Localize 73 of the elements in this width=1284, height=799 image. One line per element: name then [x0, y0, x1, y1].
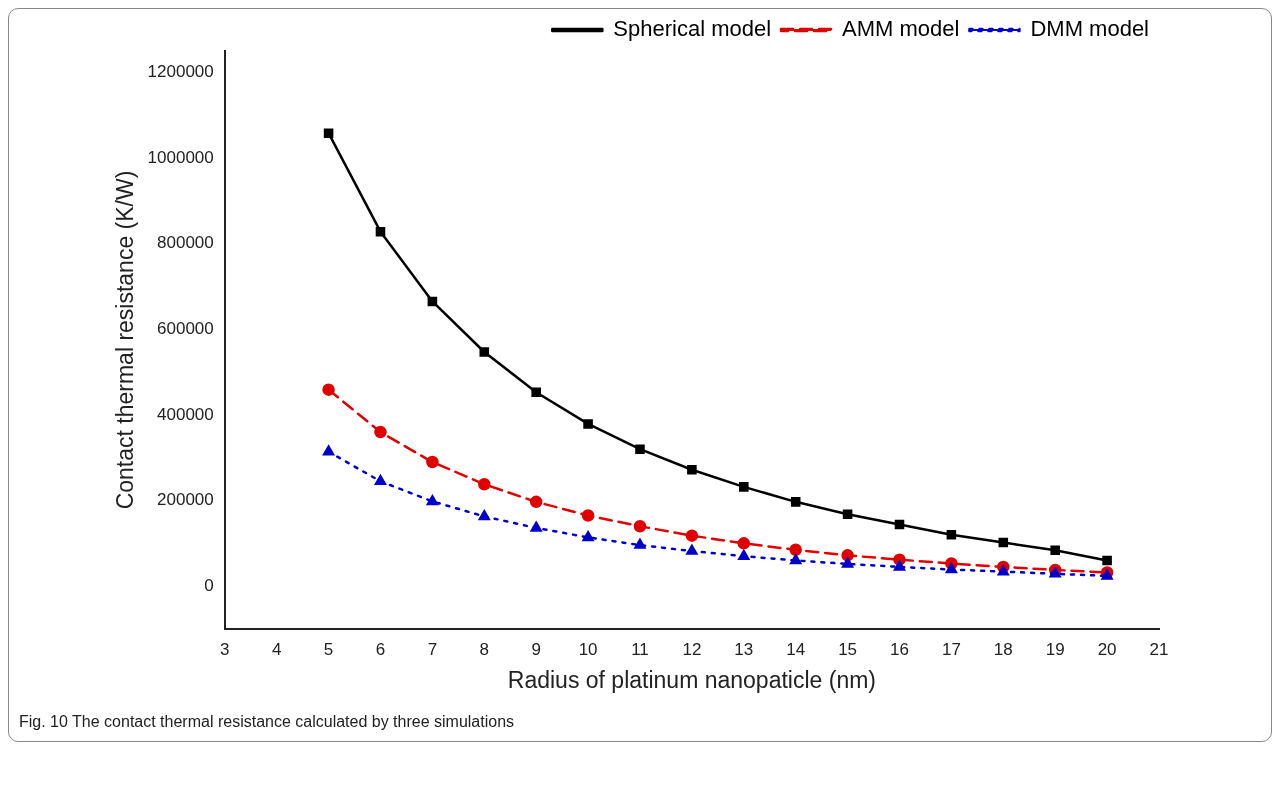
point: [1049, 567, 1061, 578]
x-tick-label: 21: [1149, 639, 1169, 659]
point: [894, 519, 905, 530]
point: [582, 531, 594, 542]
x-tick-label: 8: [479, 639, 490, 659]
point: [790, 554, 802, 565]
x-axis-title: Radius of platinum nanopaticle (nm): [507, 666, 876, 693]
point: [426, 495, 438, 506]
point: [634, 538, 646, 549]
point: [790, 497, 801, 507]
x-tick-label: 15: [838, 639, 858, 659]
point: [687, 464, 697, 475]
x-tick-label: 17: [941, 639, 961, 659]
point: [374, 425, 387, 439]
y-tick-label: 400000: [157, 404, 214, 424]
point: [997, 565, 1009, 576]
x-tick-label: 19: [1045, 639, 1065, 659]
point: [323, 128, 334, 138]
point: [841, 549, 854, 562]
caption: Fig. 10 The contact thermal resistance calculated by three simulations: [18, 712, 516, 732]
point: [633, 519, 647, 533]
point: [322, 383, 335, 396]
x-tick-label: 16: [890, 639, 909, 659]
x-tick-label: 3: [220, 639, 230, 659]
point: [323, 445, 335, 456]
point: [375, 226, 386, 237]
point: [737, 537, 751, 550]
point: [686, 544, 698, 555]
point: [426, 455, 439, 469]
point: [998, 537, 1009, 548]
point: [529, 495, 543, 509]
y-tick-label: 200000: [157, 490, 214, 510]
point: [635, 444, 645, 454]
point: [738, 549, 750, 560]
y-tick-label: 600000: [157, 318, 214, 338]
x-tick-label: 12: [682, 639, 702, 659]
x-tick-label: 18: [993, 639, 1013, 659]
point: [530, 521, 542, 532]
x-tick-label: 20: [1097, 639, 1117, 659]
y-axis-title: Contact thermal resistance (K/W): [112, 170, 139, 510]
x-tick-label: 9: [531, 639, 541, 659]
point: [1102, 555, 1112, 566]
x-tick-label: 11: [631, 639, 649, 659]
point: [685, 529, 699, 542]
legend-label: AMM model: [842, 16, 960, 42]
x-tick-label: 10: [578, 639, 598, 659]
x-tick-label: 14: [786, 639, 806, 659]
point: [583, 419, 593, 429]
y-tick-label: 1200000: [147, 62, 214, 82]
x-tick-label: 13: [734, 639, 754, 659]
point: [842, 509, 853, 520]
point: [893, 560, 906, 571]
point: [531, 387, 541, 398]
point: [739, 482, 749, 492]
y-tick-label: 0: [204, 575, 214, 595]
y-tick-label: 800000: [157, 233, 214, 253]
point: [842, 557, 854, 568]
point: [1050, 545, 1060, 556]
x-tick-label: 7: [427, 639, 438, 659]
x-tick-label: 5: [323, 639, 334, 659]
point: [789, 543, 802, 557]
point: [427, 296, 438, 307]
point: [946, 530, 957, 540]
point: [945, 563, 957, 574]
y-tick-label: 1000000: [147, 147, 214, 167]
point: [478, 478, 491, 491]
legend-label: Spherical model: [613, 16, 772, 42]
point: [479, 347, 490, 357]
point: [581, 509, 595, 522]
legend-label: DMM model: [1030, 16, 1150, 42]
x-tick-label: 4: [271, 639, 282, 659]
x-tick-label: 6: [375, 639, 386, 659]
point: [478, 510, 490, 521]
